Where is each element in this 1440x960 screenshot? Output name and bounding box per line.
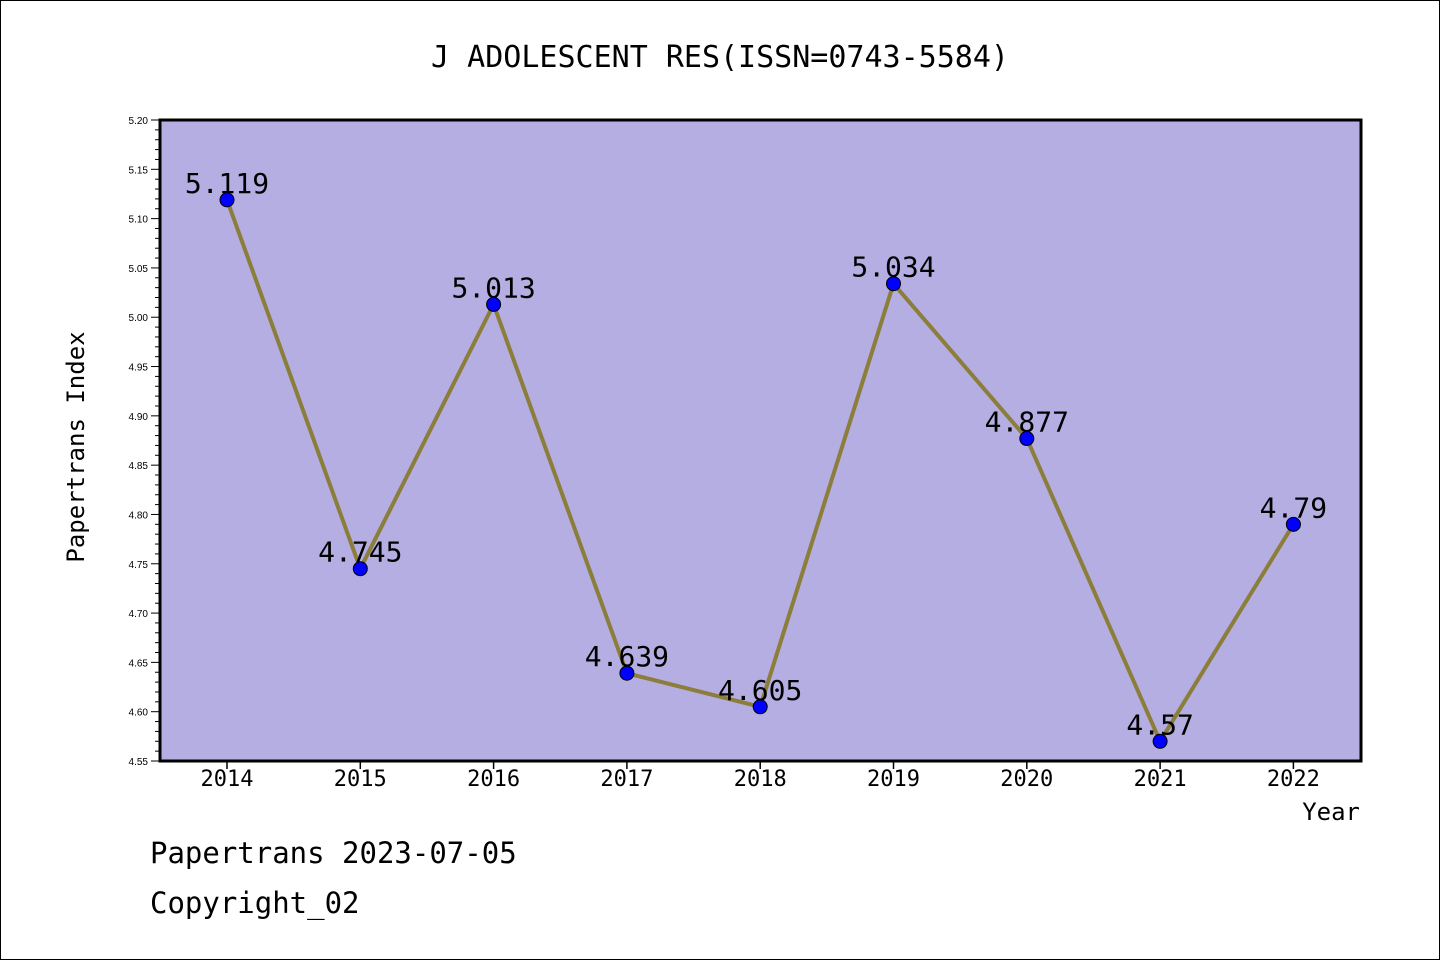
data-label: 4.605 bbox=[718, 674, 802, 707]
y-tick-label: 5.20 bbox=[129, 116, 149, 127]
x-tick-label: 2015 bbox=[334, 767, 387, 792]
data-series bbox=[219, 192, 1301, 749]
data-point bbox=[752, 699, 768, 715]
data-labels: 5.119 4.745 5.013 4.639 4.605 5.034 4.877 4.57 4… bbox=[185, 167, 1327, 741]
y-axis: 4.55 4.60 4.65 4.70 4.75 4.80 4.85 4.90 4.95 5.00… bbox=[129, 116, 160, 768]
x-tick-label: 2014 bbox=[201, 767, 254, 792]
x-tick-label: 2020 bbox=[1000, 767, 1053, 792]
data-point bbox=[219, 192, 235, 208]
data-point bbox=[886, 276, 901, 292]
y-tick-label: 4.75 bbox=[129, 560, 149, 571]
y-axis-label: Papertrans Index bbox=[62, 331, 90, 562]
x-tick-label: 2021 bbox=[1134, 767, 1187, 792]
y-tick-label: 4.80 bbox=[129, 510, 149, 521]
y-tick-label: 4.90 bbox=[129, 412, 149, 423]
x-tick-label: 2019 bbox=[867, 767, 920, 792]
x-tick-label: 2017 bbox=[600, 767, 653, 792]
data-label: 5.034 bbox=[851, 251, 935, 284]
y-tick-label: 4.60 bbox=[129, 708, 149, 719]
data-label: 5.013 bbox=[451, 271, 535, 304]
data-label: 4.57 bbox=[1126, 708, 1193, 741]
data-label: 4.877 bbox=[985, 406, 1069, 439]
y-tick-label: 5.15 bbox=[129, 165, 149, 176]
data-point bbox=[1285, 516, 1301, 532]
data-point bbox=[1152, 733, 1168, 749]
y-tick-label: 5.05 bbox=[129, 264, 149, 275]
x-axis-label: Year bbox=[1302, 798, 1360, 826]
data-label: 4.79 bbox=[1260, 491, 1327, 524]
y-tick-label: 4.65 bbox=[129, 658, 149, 669]
y-tick-label: 5.00 bbox=[129, 313, 149, 324]
data-label: 5.119 bbox=[185, 167, 269, 200]
x-tick-label: 2016 bbox=[467, 767, 520, 792]
data-label: 4.745 bbox=[318, 536, 402, 569]
y-tick-label: 4.70 bbox=[129, 609, 149, 620]
x-axis: 2014 2015 2016 2017 2018 2019 2020 2021 2022 bbox=[201, 761, 1320, 792]
chart-title: J ADOLESCENT RES(ISSN=0743-5584) bbox=[431, 40, 1009, 75]
data-point bbox=[619, 665, 635, 681]
footer-date-text: Papertrans 2023-07-05 bbox=[150, 836, 517, 870]
y-tick-label: 4.85 bbox=[129, 461, 149, 472]
y-tick-label: 5.10 bbox=[129, 215, 149, 226]
data-point bbox=[486, 296, 502, 312]
x-tick-label: 2018 bbox=[734, 767, 787, 792]
x-tick-label: 2022 bbox=[1267, 767, 1320, 792]
plot-area bbox=[158, 118, 1363, 763]
data-point bbox=[1019, 431, 1035, 447]
y-tick-label: 4.95 bbox=[129, 363, 149, 374]
data-point bbox=[352, 561, 368, 577]
y-tick-label: 4.55 bbox=[129, 757, 149, 768]
footer-copyright-text: Copyright_02 bbox=[150, 886, 360, 920]
data-label: 4.639 bbox=[585, 640, 669, 673]
